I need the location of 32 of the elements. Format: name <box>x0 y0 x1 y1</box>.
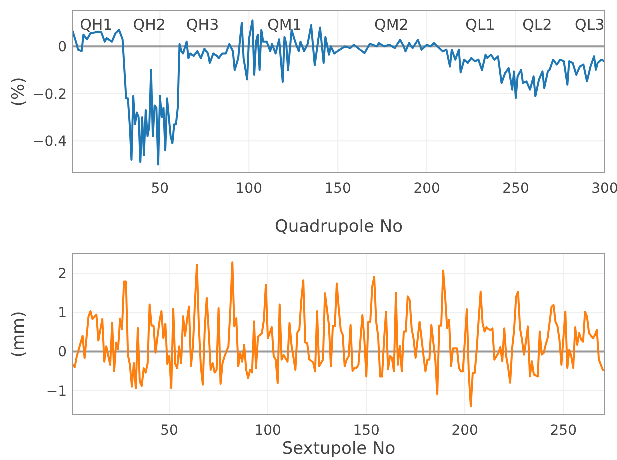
y-tick-label: 1 <box>58 306 67 322</box>
annotation: QL1 <box>466 16 496 34</box>
annotation: QM1 <box>268 16 302 34</box>
line-series <box>73 20 605 166</box>
annotation: QH3 <box>186 16 220 34</box>
annotation: QH1 <box>80 16 113 34</box>
x-tick-label: 250 <box>550 423 577 439</box>
y-tick-label: 2 <box>58 266 67 283</box>
x-tick-label: 50 <box>151 181 170 197</box>
y-tick-label: 0 <box>58 344 67 361</box>
x-axis-title: Quadrupole No <box>274 217 404 237</box>
x-tick-label: 250 <box>502 181 530 197</box>
x-tick-label: 300 <box>592 181 617 197</box>
x-axis-title: Sextupole No <box>282 439 396 459</box>
x-tick-label: 50 <box>160 423 178 439</box>
x-tick-label: 200 <box>414 181 440 197</box>
y-tick-label: 0 <box>58 40 67 56</box>
y-tick-label: −0.2 <box>33 86 67 103</box>
y-tick-label: −1 <box>46 384 67 400</box>
x-tick-label: 150 <box>353 423 380 439</box>
line-series <box>73 262 605 408</box>
y-tick-label: −0.4 <box>33 134 68 150</box>
annotation: QL2 <box>522 16 552 34</box>
x-tick-label: 200 <box>452 423 478 439</box>
annotation: QL3 <box>575 16 605 34</box>
y-axis-title: (%) <box>9 77 29 107</box>
annotation: QH2 <box>133 16 166 34</box>
annotation: QM2 <box>374 16 409 34</box>
x-tick-label: 150 <box>324 181 352 197</box>
x-tick-label: 100 <box>254 423 282 439</box>
x-tick-label: 100 <box>236 181 263 197</box>
y-axis-title: (mm) <box>9 311 29 358</box>
